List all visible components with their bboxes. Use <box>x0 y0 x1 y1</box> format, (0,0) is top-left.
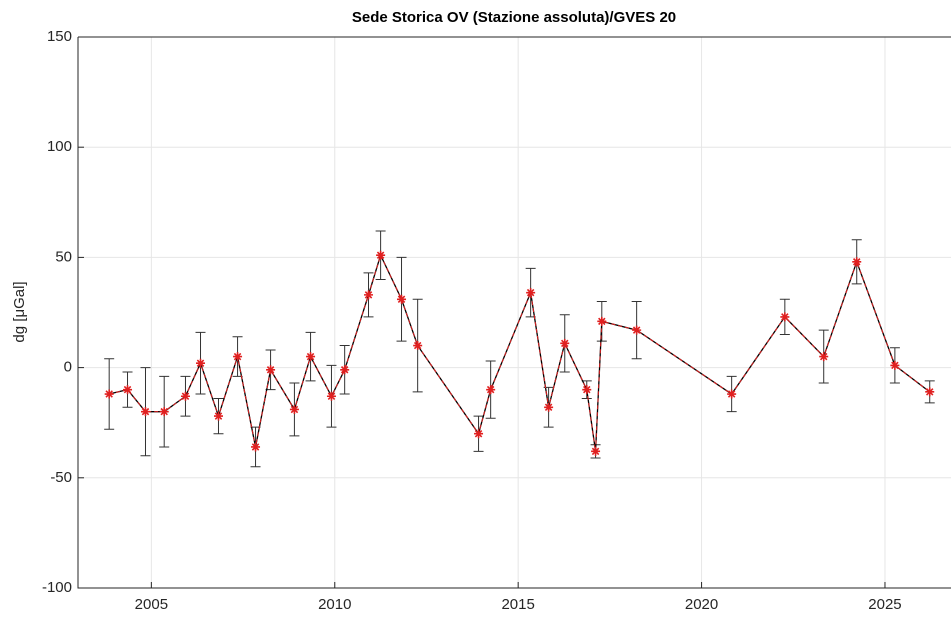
data-point <box>306 352 316 362</box>
data-point <box>159 407 169 417</box>
y-tick-label: 150 <box>47 28 72 45</box>
data-point <box>340 365 350 375</box>
data-point <box>140 407 150 417</box>
data-point <box>123 385 133 395</box>
y-tick-label: -100 <box>42 579 72 596</box>
x-tick-label: 2025 <box>868 596 901 613</box>
x-tick-label: 2010 <box>318 596 351 613</box>
axis-frame <box>77 36 951 589</box>
data-point <box>780 312 790 322</box>
data-point <box>213 411 223 421</box>
data-point <box>376 250 386 260</box>
data-point <box>266 365 276 375</box>
data-point <box>180 391 190 401</box>
x-tick-label: 2015 <box>501 596 534 613</box>
y-axis-label: dg [μGal] <box>11 281 28 342</box>
y-tick-label: -50 <box>50 469 72 486</box>
data-point <box>364 290 374 300</box>
plot-area <box>78 37 951 588</box>
data-point <box>597 316 607 326</box>
data-point <box>397 294 407 304</box>
data-point <box>632 325 642 335</box>
data-point <box>925 387 935 397</box>
y-tick-label: 0 <box>64 359 72 376</box>
data-point <box>196 358 206 368</box>
data-point <box>582 385 592 395</box>
data-point <box>289 404 299 414</box>
data-point <box>819 352 829 362</box>
data-point <box>852 257 862 267</box>
data-point <box>591 446 601 456</box>
chart-title: Sede Storica OV (Stazione assoluta)/GVES… <box>352 9 676 26</box>
data-point <box>474 429 484 439</box>
data-point <box>413 341 423 351</box>
data-point <box>526 288 536 298</box>
x-tick-label: 2020 <box>685 596 718 613</box>
data-point <box>251 442 261 452</box>
data-point <box>104 389 114 399</box>
data-point <box>233 352 243 362</box>
data-point <box>326 391 336 401</box>
data-point <box>560 338 570 348</box>
data-line-dash <box>109 253 931 452</box>
data-point <box>486 385 496 395</box>
y-tick-label: 50 <box>55 248 72 265</box>
y-tick-label: 100 <box>47 138 72 155</box>
data-point <box>890 360 900 370</box>
data-point <box>727 389 737 399</box>
data-point <box>544 402 554 412</box>
x-tick-label: 2005 <box>135 596 168 613</box>
